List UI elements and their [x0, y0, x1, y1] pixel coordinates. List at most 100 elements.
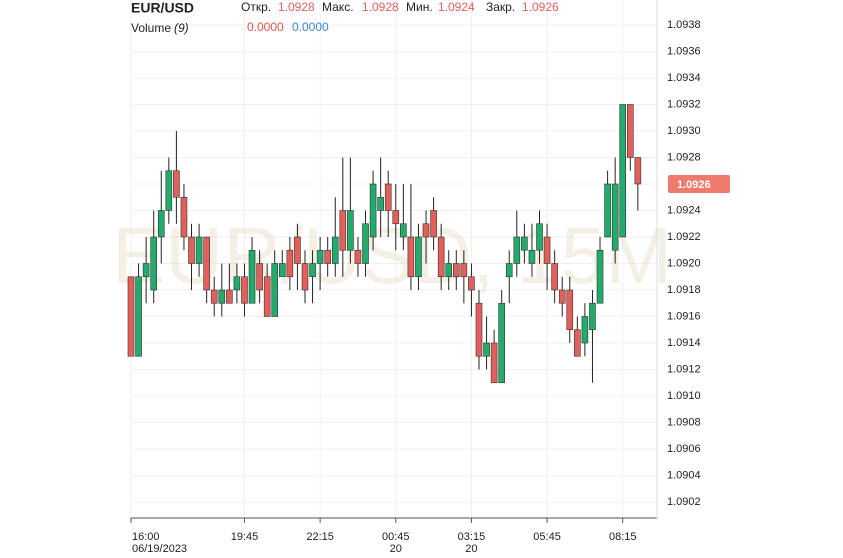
candle-body — [377, 196, 384, 211]
candle-body — [475, 302, 483, 357]
candle-body — [445, 263, 453, 278]
volume-value: 0.0000 — [292, 20, 329, 34]
y-tick-label: 1.0914 — [667, 337, 701, 349]
x-tick-date: 06/19/2023 — [132, 543, 187, 555]
y-tick-label: 1.0904 — [667, 469, 701, 481]
candle-body — [505, 263, 513, 278]
candle-body — [218, 289, 226, 304]
x-tick-date: 20 — [465, 543, 477, 555]
y-tick-label: 1.0922 — [667, 231, 701, 243]
candle-body — [233, 276, 241, 291]
x-tick-date: 20 — [390, 543, 402, 555]
candle-body — [324, 249, 331, 264]
candle-body — [203, 236, 210, 291]
candle-body — [581, 316, 589, 344]
x-tick-label: 03:15 — [458, 531, 486, 543]
candle-body — [415, 236, 422, 278]
candle-body — [558, 289, 566, 304]
ohlc-label: Откр. — [241, 0, 271, 14]
candle-body — [490, 342, 498, 384]
candle-body — [362, 223, 369, 264]
candle-body — [384, 183, 392, 211]
candle-body — [596, 249, 604, 304]
price-badge-label: 1.0926 — [677, 179, 711, 191]
candle-body — [392, 210, 400, 225]
y-tick-label: 1.0920 — [667, 257, 701, 269]
y-tick-label: 1.0902 — [667, 496, 701, 508]
ohlc-label: Макс. — [322, 0, 354, 14]
candle-body — [301, 263, 309, 291]
candle-body — [437, 236, 445, 278]
candle-body — [309, 263, 316, 278]
y-tick-label: 1.0912 — [667, 363, 701, 375]
candle-body — [468, 276, 475, 291]
candle-body — [354, 249, 362, 264]
y-tick-label: 1.0934 — [667, 72, 701, 84]
candle-body — [619, 104, 627, 238]
x-tick-label: 19:45 — [231, 531, 259, 543]
candle-body — [195, 236, 203, 264]
ohlc-value: 1.0926 — [522, 0, 559, 14]
y-tick-label: 1.0938 — [667, 19, 701, 31]
ohlc-label: Мин. — [406, 0, 433, 14]
y-tick-label: 1.0916 — [667, 310, 701, 322]
candle-body — [634, 157, 642, 185]
candle-body — [316, 249, 324, 264]
candle-body — [157, 210, 165, 238]
candle-body — [256, 263, 263, 291]
y-tick-label: 1.0930 — [667, 125, 701, 137]
candle-body — [407, 236, 415, 278]
candle-body — [604, 183, 611, 238]
y-tick-label: 1.0908 — [667, 416, 701, 428]
candle-body — [278, 263, 286, 278]
candle-body — [210, 289, 218, 304]
candle-body — [180, 196, 188, 238]
candle-body — [589, 302, 596, 331]
y-tick-label: 1.0928 — [667, 151, 701, 163]
candle-body — [611, 183, 619, 251]
candle-body — [626, 104, 634, 158]
candle-body — [226, 289, 233, 304]
candle-body — [286, 249, 294, 278]
x-tick-label: 08:15 — [609, 531, 637, 543]
y-tick-label: 1.0924 — [667, 204, 701, 216]
y-tick-label: 1.0936 — [667, 45, 701, 57]
ohlc-label: Закр. — [486, 0, 515, 14]
ohlc-value: 1.0928 — [278, 0, 315, 14]
price-badge — [668, 175, 730, 193]
x-tick-label: 05:45 — [533, 531, 561, 543]
candle-body — [263, 276, 271, 317]
candle-body — [173, 170, 180, 198]
ohlc-value: 1.0924 — [438, 0, 475, 14]
candle-body — [543, 236, 551, 264]
candle-body — [127, 276, 135, 357]
y-tick-label: 1.0918 — [667, 284, 701, 296]
volume-label: Volume — [131, 21, 171, 35]
x-tick-label: 00:45 — [382, 531, 410, 543]
candle-body — [135, 276, 142, 357]
volume-period: (9) — [174, 21, 189, 35]
candle-body — [566, 289, 574, 331]
y-tick-label: 1.0910 — [667, 390, 701, 402]
symbol-title: EUR/USD — [131, 0, 194, 16]
candles — [127, 104, 642, 384]
candle-body — [165, 170, 173, 211]
candle-body — [347, 210, 354, 251]
x-tick-label: 16:00 — [132, 531, 160, 543]
candle-body — [430, 210, 437, 238]
candle-body — [498, 302, 505, 384]
candle-body — [422, 223, 430, 238]
candle-body — [521, 236, 528, 251]
candle-body — [248, 249, 256, 304]
candle-body — [271, 263, 279, 317]
candle-body — [294, 236, 301, 264]
candle-body — [241, 276, 248, 304]
candle-body — [536, 223, 543, 251]
candle-body — [188, 236, 195, 264]
ohlc-value: 1.0928 — [362, 0, 399, 14]
volume-value: 0.0000 — [247, 20, 284, 34]
candle-body — [483, 342, 490, 357]
candle-body — [574, 329, 581, 357]
y-tick-label: 1.0906 — [667, 443, 701, 455]
